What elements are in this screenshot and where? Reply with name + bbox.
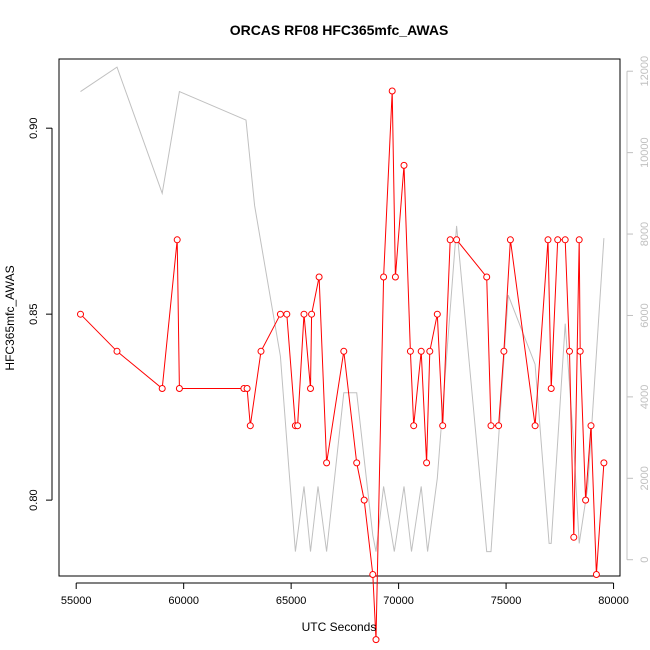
data-point [547, 385, 555, 392]
x-tick-label: 80000 [598, 595, 629, 607]
data-point [315, 273, 323, 281]
data-point [369, 571, 377, 578]
y2-tick-label: 8000 [639, 222, 650, 246]
x-tick-label: 65000 [276, 595, 307, 607]
plot-frame [58, 58, 621, 577]
data-point [173, 236, 181, 244]
x-tick-label: 70000 [383, 595, 414, 607]
data-point [340, 347, 348, 355]
data-point [453, 236, 461, 244]
data-point [113, 347, 121, 355]
data-point [307, 385, 314, 392]
data-point [423, 459, 431, 467]
data-point [575, 236, 583, 244]
data-point [360, 496, 368, 504]
data-point [372, 636, 380, 644]
data-point [158, 385, 166, 392]
y-axis-right: 0 2000 4000 6000 8000 10000 12000 [626, 56, 650, 563]
data-point [587, 422, 595, 430]
data-point [426, 347, 434, 355]
data-point [406, 347, 414, 355]
series-right-line [80, 66, 605, 553]
data-point [353, 459, 361, 467]
data-point [446, 236, 454, 244]
data-point [283, 310, 291, 318]
y2-tick-label: 6000 [639, 303, 650, 327]
data-point [439, 422, 447, 430]
data-point [77, 310, 84, 318]
data-point [483, 273, 491, 281]
y-tick-label: 0.80 [28, 489, 40, 510]
data-point [380, 273, 388, 281]
data-point [554, 236, 562, 244]
y2-tick-label: 0 [639, 557, 650, 563]
series-left-line [77, 87, 608, 644]
series-left-polyline [80, 90, 605, 640]
chart-title: ORCAS RF08 HFC365mfc_AWAS [230, 22, 449, 38]
data-point [294, 422, 302, 430]
data-point [388, 87, 396, 95]
data-point [417, 347, 425, 355]
data-point [243, 385, 251, 392]
data-point [487, 422, 495, 430]
data-point [391, 273, 399, 281]
y-axis-label: HFC365mfc_AWAS [3, 265, 17, 370]
data-point [576, 347, 584, 355]
data-point [323, 459, 331, 467]
x-tick-label: 55000 [61, 595, 92, 607]
data-point [582, 496, 590, 504]
data-point [308, 310, 316, 318]
y-tick-label: 0.85 [28, 303, 40, 324]
data-point [570, 533, 578, 541]
x-axis: 55000 60000 65000 70000 75000 80000 [61, 582, 629, 607]
y2-tick-label: 10000 [639, 137, 650, 168]
data-point [300, 310, 308, 318]
x-axis-label: UTC Seconds [302, 620, 377, 634]
data-point [500, 347, 508, 355]
data-point [561, 236, 569, 244]
data-point [600, 459, 608, 467]
y2-tick-label: 12000 [639, 56, 650, 87]
data-point [246, 422, 254, 430]
x-tick-label: 60000 [168, 595, 199, 607]
y-tick-label: 0.90 [28, 117, 40, 138]
data-point [495, 422, 503, 430]
data-point [433, 310, 441, 318]
data-point [506, 236, 514, 244]
data-point [400, 161, 408, 169]
x-tick-label: 75000 [491, 595, 522, 607]
data-point [175, 385, 183, 392]
series-right-polyline [80, 66, 605, 553]
data-point [257, 347, 265, 355]
data-point [276, 310, 284, 318]
y-axis-left: 0.80 0.85 0.90 [28, 117, 53, 511]
y2-tick-label: 2000 [639, 466, 650, 490]
data-point [592, 571, 600, 578]
data-point [531, 422, 539, 430]
data-point [566, 347, 573, 355]
data-point [410, 422, 418, 430]
data-point [544, 236, 552, 244]
y2-tick-label: 4000 [639, 385, 650, 409]
